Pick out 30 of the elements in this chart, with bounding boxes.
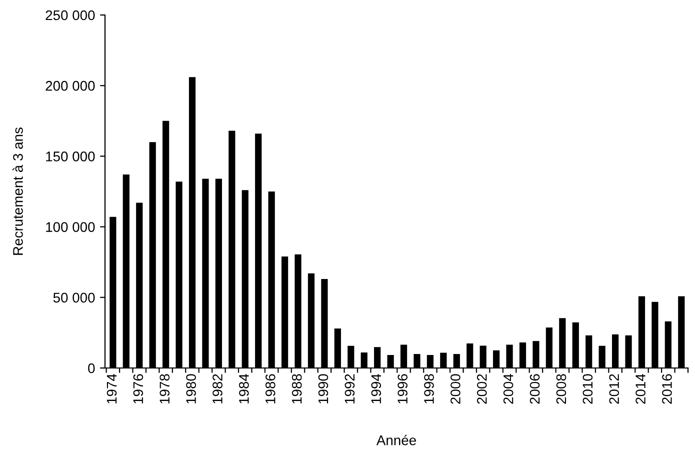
x-axis-title: Année (376, 434, 416, 446)
y-axis-title: Recrutement à 3 ans (12, 128, 23, 255)
x-tick-label: 1974 (106, 374, 117, 404)
x-tick-label: 2008 (556, 374, 566, 404)
x-tick-label: 2004 (503, 374, 514, 404)
x-tick-label: 1978 (160, 374, 170, 404)
x-tick-label: 2016 (662, 374, 672, 404)
x-tick-label: 2012 (609, 374, 620, 404)
x-tick-label: 2002 (476, 374, 487, 404)
x-tick-label: 1984 (239, 374, 249, 404)
y-tick-label: 200 000 (46, 80, 95, 91)
y-tick-label: 150 000 (46, 152, 95, 162)
x-tick-label: 1996 (398, 374, 408, 404)
x-tick-label: 1980 (186, 374, 196, 404)
x-tick-label: 1976 (133, 374, 144, 404)
y-tick-label: 100 000 (46, 222, 95, 232)
x-tick-label: 2010 (582, 374, 593, 404)
x-tick-label: 1994 (371, 374, 382, 404)
x-tick-label: 1990 (318, 374, 328, 404)
x-tick-label: 1988 (292, 374, 302, 404)
x-tick-label: 1998 (424, 374, 434, 404)
y-tick-label: 0 (88, 363, 95, 374)
x-tick-label: 1986 (265, 374, 276, 404)
x-tick-label: 1982 (212, 374, 222, 404)
y-tick-label: 250 000 (46, 10, 95, 20)
y-tick-label: 50 000 (53, 292, 95, 303)
x-tick-label: 2014 (636, 374, 646, 404)
x-tick-label: 1992 (344, 374, 355, 404)
x-tick-label: 2006 (530, 374, 540, 404)
x-tick-label: 2000 (450, 374, 460, 404)
